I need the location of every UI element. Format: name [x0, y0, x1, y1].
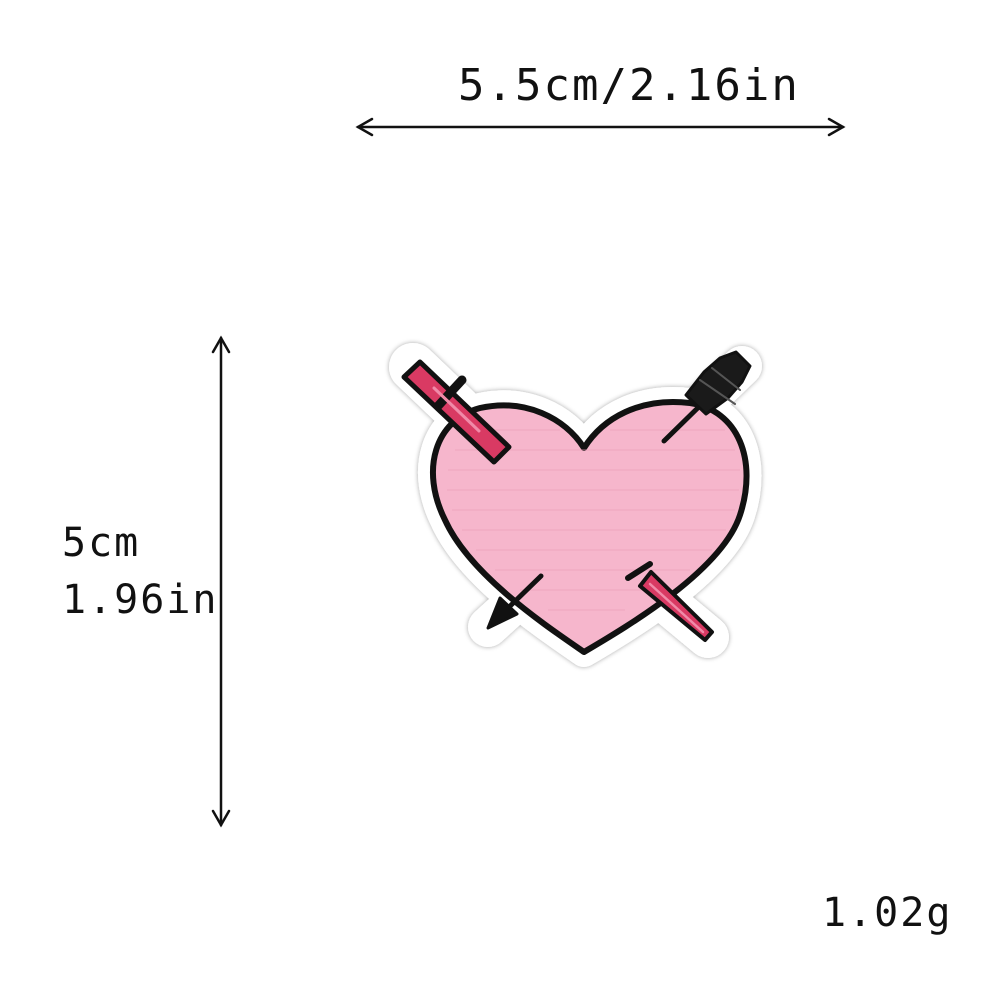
height-cm-label: 5cm: [62, 520, 141, 566]
weight-label: 1.02g: [822, 890, 953, 936]
width-label: 5.5cm/2.16in: [458, 60, 800, 111]
height-arrow-icon: [211, 335, 231, 828]
width-arrow-icon: [355, 117, 846, 137]
height-in-label: 1.96in: [62, 577, 219, 623]
dagger-blade-icon: [625, 561, 714, 642]
heart-patch-icon: [389, 343, 762, 667]
arrow-fletching-icon: [661, 350, 752, 444]
dagger-handle-icon: [401, 359, 512, 465]
arrowhead-icon: [486, 573, 544, 630]
